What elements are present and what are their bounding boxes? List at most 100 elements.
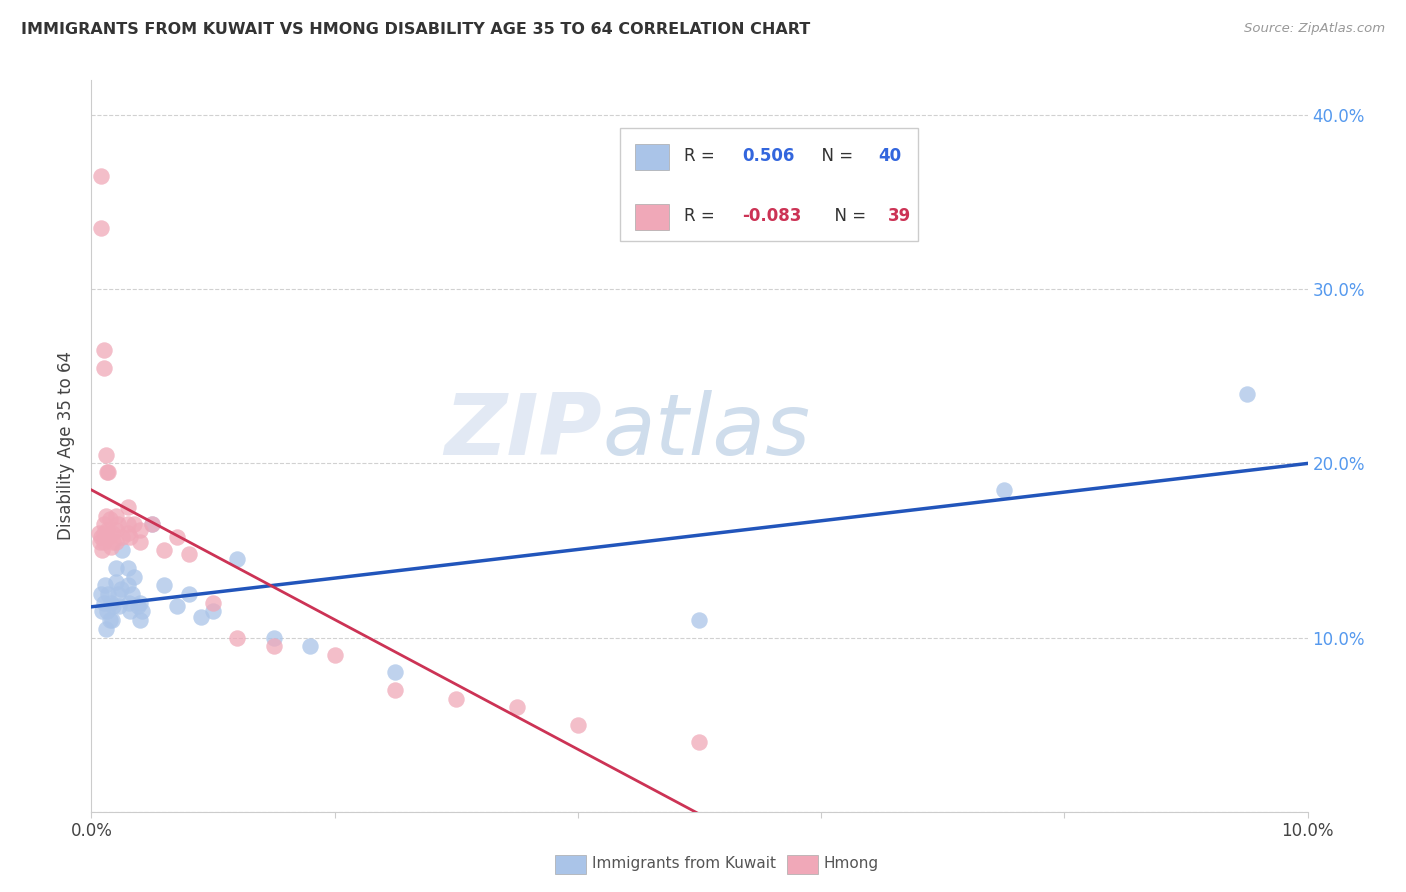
- Point: [87, 526, 110, 541]
- Point: [384, 665, 406, 680]
- Point: [97, 587, 120, 601]
- Point: [111, 543, 134, 558]
- Point: [104, 561, 127, 575]
- Point: [117, 526, 139, 541]
- Text: Hmong: Hmong: [824, 856, 879, 871]
- Point: [103, 599, 125, 614]
- Point: [120, 604, 142, 618]
- Point: [108, 599, 131, 614]
- Point: [89, 534, 111, 549]
- Point: [103, 534, 125, 549]
- Point: [1236, 386, 1258, 401]
- Point: [104, 534, 127, 549]
- Point: [90, 530, 112, 544]
- Point: [90, 221, 112, 235]
- Point: [122, 569, 145, 583]
- Point: [117, 517, 139, 532]
- Point: [202, 596, 225, 610]
- Point: [97, 530, 120, 544]
- Point: [129, 534, 152, 549]
- Point: [141, 517, 163, 532]
- Bar: [636, 203, 669, 230]
- Bar: [620, 128, 918, 241]
- Point: [93, 343, 115, 358]
- Text: R =: R =: [683, 146, 720, 165]
- Point: [101, 613, 124, 627]
- Point: [101, 526, 124, 541]
- Point: [122, 517, 145, 532]
- Point: [110, 582, 132, 596]
- Text: 39: 39: [889, 207, 911, 225]
- Point: [93, 517, 115, 532]
- Point: [91, 604, 114, 618]
- Point: [190, 609, 212, 624]
- Point: [97, 465, 120, 479]
- Text: R =: R =: [683, 207, 720, 225]
- Point: [129, 523, 152, 537]
- Point: [688, 735, 710, 749]
- Point: [177, 587, 200, 601]
- Text: IMMIGRANTS FROM KUWAIT VS HMONG DISABILITY AGE 35 TO 64 CORRELATION CHART: IMMIGRANTS FROM KUWAIT VS HMONG DISABILI…: [21, 22, 810, 37]
- Point: [993, 483, 1015, 497]
- Bar: [636, 144, 669, 170]
- Point: [91, 543, 114, 558]
- Point: [98, 613, 121, 627]
- Point: [94, 622, 117, 636]
- Point: [129, 613, 152, 627]
- Point: [166, 530, 188, 544]
- Text: 40: 40: [879, 146, 901, 165]
- Text: N =: N =: [824, 207, 870, 225]
- Point: [117, 578, 139, 592]
- Point: [96, 523, 118, 537]
- Point: [107, 517, 129, 532]
- Text: ZIP: ZIP: [444, 390, 602, 473]
- Point: [202, 604, 225, 618]
- Point: [100, 540, 122, 554]
- Point: [104, 523, 127, 537]
- Point: [117, 500, 139, 514]
- Point: [118, 596, 141, 610]
- Point: [263, 640, 285, 654]
- Point: [153, 578, 176, 592]
- Point: [90, 587, 112, 601]
- Point: [131, 604, 153, 618]
- Point: [104, 574, 127, 589]
- Point: [93, 526, 115, 541]
- Point: [94, 508, 117, 523]
- Point: [107, 587, 129, 601]
- Point: [226, 631, 249, 645]
- Point: [129, 596, 152, 610]
- Point: [111, 530, 134, 544]
- Y-axis label: Disability Age 35 to 64: Disability Age 35 to 64: [58, 351, 76, 541]
- Point: [153, 543, 176, 558]
- Text: N =: N =: [811, 146, 859, 165]
- Point: [688, 613, 710, 627]
- Point: [93, 360, 115, 375]
- Text: 0.506: 0.506: [742, 146, 794, 165]
- Text: -0.083: -0.083: [742, 207, 801, 225]
- Point: [96, 465, 118, 479]
- Point: [127, 599, 149, 614]
- Text: atlas: atlas: [602, 390, 810, 473]
- Point: [98, 512, 121, 526]
- Point: [177, 547, 200, 561]
- Point: [94, 578, 117, 592]
- Point: [120, 530, 142, 544]
- Point: [444, 691, 467, 706]
- Point: [299, 640, 322, 654]
- Point: [93, 534, 115, 549]
- Text: Source: ZipAtlas.com: Source: ZipAtlas.com: [1244, 22, 1385, 36]
- Point: [117, 561, 139, 575]
- Point: [166, 599, 188, 614]
- Point: [141, 517, 163, 532]
- Text: Immigrants from Kuwait: Immigrants from Kuwait: [592, 856, 776, 871]
- Point: [384, 682, 406, 697]
- Point: [226, 552, 249, 566]
- Point: [323, 648, 346, 662]
- Point: [93, 596, 115, 610]
- Point: [104, 508, 127, 523]
- Point: [567, 717, 589, 731]
- Point: [100, 596, 122, 610]
- Point: [94, 448, 117, 462]
- Point: [506, 700, 529, 714]
